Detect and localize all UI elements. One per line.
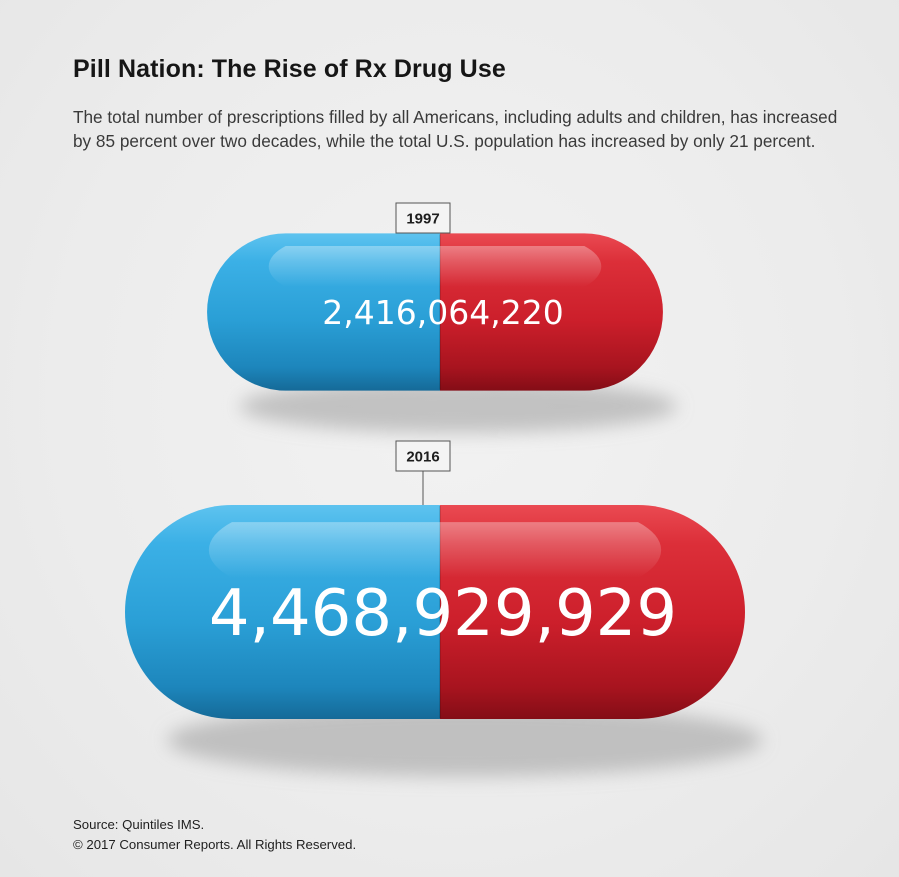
year-label: 1997 — [406, 211, 439, 228]
pill-1997: 2,416,064,220 1997 — [207, 202, 678, 434]
year-label-box — [395, 202, 451, 234]
copyright-note: © 2017 Consumer Reports. All Rights Rese… — [73, 837, 357, 852]
pill-value-label: 4,468,929,929 — [209, 577, 677, 651]
chart-title: Pill Nation: The Rise of Rx Drug Use — [73, 55, 506, 83]
chart-subtitle: The total number of prescriptions filled… — [73, 107, 838, 151]
pill-highlight — [208, 522, 662, 578]
pill-value-label: 2,416,064,220 — [322, 293, 563, 332]
pill-shadow — [239, 379, 678, 434]
pill-2016: 4,468,929,929 2016 — [125, 440, 763, 777]
pill-shadow — [167, 703, 763, 777]
year-label: 2016 — [406, 449, 439, 466]
pill-highlight — [268, 245, 602, 287]
year-label-box — [395, 440, 451, 472]
source-note: Source: Quintiles IMS. — [73, 817, 205, 832]
footer: Source: Quintiles IMS. © 2017 Consumer R… — [73, 815, 356, 855]
